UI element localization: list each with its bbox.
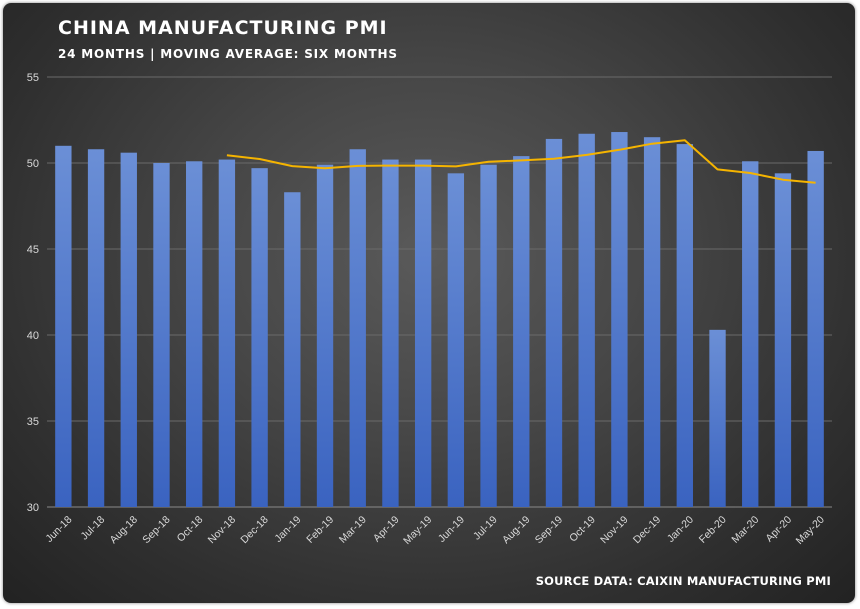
- y-tick-label: 30: [27, 502, 39, 514]
- moving-average-line: [226, 139, 816, 184]
- bar-Apr-20: [774, 173, 792, 507]
- x-tick-label: Mar-19: [337, 514, 369, 546]
- x-axis: Jun-18 Jul-18 Aug-18 Sep-18 Oct-18 Nov-18 Dec-…: [43, 514, 827, 547]
- y-tick-label: 35: [27, 416, 39, 428]
- bar-Nov-19: [611, 132, 628, 508]
- x-tick-label: Mar-20: [729, 514, 761, 546]
- bar-Sep-19: [545, 138, 563, 508]
- x-tick-label: Jun-19: [436, 514, 467, 545]
- x-tick-label: Nov-19: [598, 514, 631, 547]
- x-tick-label: Dec-19: [631, 514, 664, 547]
- moving-average-series: [226, 139, 816, 184]
- bar-Dec-19: [643, 137, 661, 507]
- x-tick-label: Oct-18: [175, 514, 206, 545]
- bar-Jan-20: [676, 144, 693, 507]
- bar-Aug-18: [120, 152, 137, 507]
- x-tick-label: Nov-18: [206, 514, 239, 547]
- x-tick-label: Apr-19: [371, 514, 402, 545]
- bar-Sep-18: [153, 163, 170, 507]
- bar-Mar-20: [742, 161, 759, 507]
- x-tick-label: Aug-19: [500, 514, 533, 547]
- x-tick-label: May-19: [401, 514, 434, 547]
- bar-Jun-19: [447, 173, 465, 507]
- x-tick-label: Dec-18: [238, 514, 271, 547]
- x-tick-label: Sep-18: [140, 514, 173, 547]
- x-tick-label: Feb-19: [304, 514, 336, 546]
- x-tick-label: Oct-19: [567, 514, 598, 545]
- chart-frame: CHINA MANUFACTURING PMI 24 MONTHS | MOVI…: [3, 3, 855, 603]
- bar-Jan-19: [284, 192, 301, 508]
- x-tick-label: Sep-19: [533, 514, 566, 547]
- y-tick-label: 50: [27, 158, 39, 170]
- bar-Oct-18: [186, 161, 203, 507]
- bar-Oct-19: [578, 133, 595, 507]
- y-tick-label: 45: [27, 244, 39, 256]
- bar-Mar-19: [349, 149, 366, 508]
- bar-Jul-18: [87, 149, 105, 508]
- y-axis: 30 35 40 45 50 55: [27, 72, 39, 514]
- bar-Jun-18: [55, 145, 72, 508]
- x-tick-label: Jun-18: [43, 514, 74, 545]
- chart-subtitle: 24 MONTHS | MOVING AVERAGE: SIX MONTHS: [58, 47, 398, 61]
- bar-Feb-19: [316, 164, 334, 507]
- x-tick-label: Feb-20: [697, 514, 729, 546]
- x-tick-label: Jul-18: [79, 514, 108, 543]
- bar-Apr-19: [382, 159, 399, 507]
- gridlines: [47, 76, 832, 508]
- bar-Dec-18: [251, 168, 268, 507]
- x-tick-label: Aug-18: [108, 514, 141, 547]
- y-tick-label: 40: [27, 330, 39, 342]
- bar-May-20: [807, 150, 824, 507]
- bar-Feb-20: [709, 329, 726, 507]
- x-tick-label: Apr-20: [763, 514, 794, 545]
- x-tick-label: May-20: [794, 514, 827, 547]
- x-tick-label: Jul-19: [471, 514, 500, 543]
- y-tick-label: 55: [27, 72, 39, 84]
- x-tick-label: Jan-20: [665, 514, 696, 545]
- bar-Aug-19: [513, 156, 530, 507]
- x-tick-label: Jan-19: [272, 514, 303, 545]
- bar-series: [55, 132, 824, 508]
- bar-Nov-18: [218, 159, 236, 507]
- source-note: SOURCE DATA: CAIXIN MANUFACTURING PMI: [535, 574, 831, 588]
- bar-Jul-19: [480, 164, 497, 507]
- chart-title: CHINA MANUFACTURING PMI: [58, 17, 388, 39]
- bar-May-19: [414, 159, 432, 507]
